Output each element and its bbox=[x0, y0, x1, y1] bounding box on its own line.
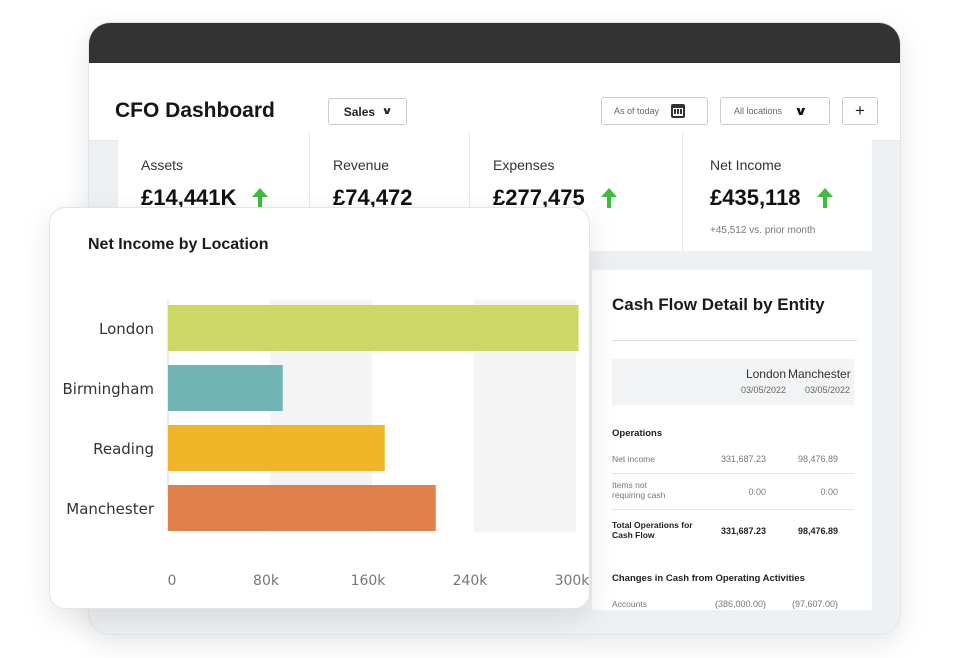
kpi-label: Expenses bbox=[493, 157, 555, 173]
row-value-london: (386,000.00) bbox=[714, 599, 766, 609]
row-value-manchester: 98,476.89 bbox=[797, 526, 838, 536]
net-income-bar-chart: London Birmingham Reading Manchester 0 80k 160… bbox=[63, 300, 591, 589]
view-select-value: Sales bbox=[343, 104, 376, 119]
kpi-net-income[interactable]: Net Income £435,118 +45,512 vs. prior mo… bbox=[683, 133, 872, 251]
date-select[interactable]: As of today bbox=[601, 97, 708, 125]
row-label: Total Operations for Cash Flow bbox=[612, 520, 693, 540]
x-tick-label: 80k bbox=[253, 573, 280, 589]
category-label: Reading bbox=[93, 440, 154, 458]
calendar-icon bbox=[671, 104, 686, 118]
kpi-value: £435,118 bbox=[710, 185, 801, 210]
kpi-label: Net Income bbox=[710, 157, 782, 173]
view-select[interactable]: Sales ∨ bbox=[328, 98, 407, 125]
bar-london bbox=[168, 305, 579, 351]
table-row: Net income 331,687.23 98,476.89 bbox=[612, 446, 854, 474]
x-tick-label: 300k bbox=[555, 573, 591, 589]
row-value-london: 331,687.23 bbox=[720, 526, 766, 536]
dashboard-header: CFO Dashboard Sales ∨ As of today All lo… bbox=[89, 63, 900, 141]
section-title: Changes in Cash from Operating Activitie… bbox=[612, 573, 805, 584]
column-name: London bbox=[745, 367, 786, 381]
x-tick-label: 160k bbox=[351, 573, 387, 589]
row-value-london: 331,687.23 bbox=[720, 454, 766, 464]
add-button[interactable]: + bbox=[842, 97, 878, 125]
kpi-value: £277,475 bbox=[493, 185, 585, 210]
column-date: 03/05/2022 bbox=[804, 385, 850, 395]
table-row: Total Operations for Cash Flow 331,687.2… bbox=[612, 510, 854, 552]
kpi-comparison: +45,512 vs. prior month bbox=[710, 225, 816, 236]
row-value-manchester: 98,476.89 bbox=[797, 454, 838, 464]
kpi-value: £74,472 bbox=[333, 185, 413, 210]
category-label: Birmingham bbox=[63, 380, 154, 398]
category-label: Manchester bbox=[66, 500, 155, 518]
section-title: Operations bbox=[612, 428, 663, 439]
column-manchester: Manchester 03/05/2022 bbox=[788, 367, 851, 395]
cash-flow-panel: Cash Flow Detail by Entity London 03/05/… bbox=[592, 270, 872, 610]
arrow-up-icon bbox=[600, 188, 617, 208]
window-titlebar bbox=[89, 23, 900, 63]
cash-flow-title: Cash Flow Detail by Entity bbox=[612, 295, 825, 314]
x-tick-label: 0 bbox=[168, 573, 177, 589]
column-name: Manchester bbox=[788, 367, 851, 381]
x-tick-label: 240k bbox=[453, 573, 489, 589]
arrow-up-icon bbox=[816, 188, 833, 208]
date-select-value: As of today bbox=[614, 106, 660, 116]
page-title: CFO Dashboard bbox=[115, 99, 275, 122]
column-date: 03/05/2022 bbox=[740, 385, 786, 395]
bar-reading bbox=[168, 425, 385, 471]
row-label: Net income bbox=[612, 454, 655, 464]
location-select-value: All locations bbox=[734, 106, 783, 116]
table-row: Items not requiring cash 0.00 0.00 bbox=[612, 474, 854, 510]
arrow-up-icon bbox=[252, 188, 269, 208]
kpi-label: Assets bbox=[141, 157, 184, 173]
chevron-down-icon: ∨ bbox=[794, 104, 808, 118]
chart-title: Net Income by Location bbox=[88, 236, 269, 253]
table-row: Accounts (386,000.00) (97,607.00) bbox=[612, 592, 854, 610]
location-select[interactable]: All locations ∨ bbox=[720, 97, 830, 125]
divider bbox=[612, 340, 857, 341]
chevron-down-icon: ∨ bbox=[381, 106, 393, 117]
kpi-expenses[interactable]: Expenses £277,475 bbox=[470, 133, 683, 251]
bar-manchester bbox=[168, 485, 436, 531]
kpi-revenue[interactable]: Revenue £74,472 bbox=[310, 133, 470, 251]
column-london: London 03/05/2022 bbox=[716, 367, 786, 395]
bar-birmingham bbox=[168, 365, 283, 411]
category-label: London bbox=[99, 320, 154, 338]
cash-flow-column-header: London 03/05/2022 Manchester 03/05/2022 bbox=[612, 359, 854, 405]
row-label: Items not requiring cash bbox=[612, 480, 666, 500]
kpi-label: Revenue bbox=[333, 157, 390, 173]
row-label: Accounts bbox=[612, 599, 647, 609]
kpi-assets[interactable]: Assets £14,441K bbox=[118, 133, 310, 251]
row-value-manchester: 0.00 bbox=[820, 487, 838, 497]
row-value-manchester: (97,607.00) bbox=[791, 599, 838, 609]
net-income-chart-card: Net Income by Location London Birmingham R… bbox=[49, 207, 590, 609]
row-value-london: 0.00 bbox=[748, 487, 766, 497]
kpi-value: £14,441K bbox=[141, 185, 237, 210]
